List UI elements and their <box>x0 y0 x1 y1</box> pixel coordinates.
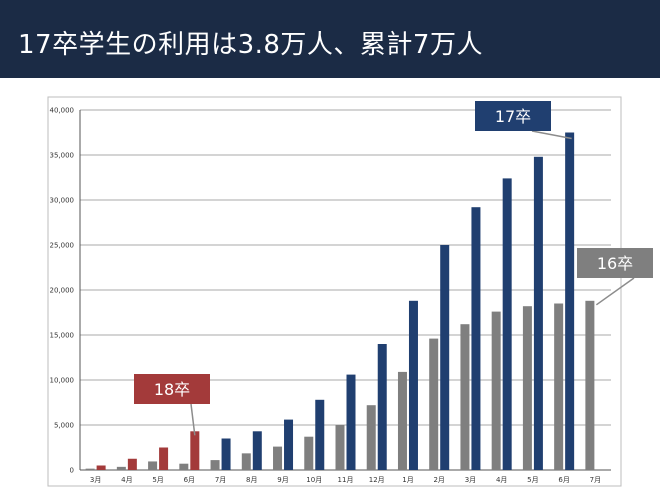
callout-17sotsu-box <box>475 101 551 131</box>
callout-18sotsu-label: 18卒 <box>154 380 190 399</box>
bar-16sotsu <box>304 436 314 470</box>
y-tick-label: 15,000 <box>50 332 75 340</box>
bar-17sotsu <box>315 399 325 470</box>
bar-17sotsu <box>221 438 231 470</box>
bar-18sotsu <box>96 465 106 470</box>
y-tick-label: 25,000 <box>50 242 75 250</box>
callout-16sotsu-label: 16卒 <box>597 254 633 273</box>
bar-18sotsu <box>159 447 169 470</box>
bar-16sotsu <box>397 371 407 470</box>
x-tick-label: 8月 <box>246 476 257 484</box>
x-tick-label: 9月 <box>277 476 288 484</box>
x-tick-label: 7月 <box>215 476 226 484</box>
bar-17sotsu <box>346 374 356 470</box>
bar-16sotsu <box>585 300 595 470</box>
x-tick-label: 4月 <box>496 476 507 484</box>
bar-17sotsu <box>284 419 294 470</box>
bar-16sotsu <box>116 466 126 470</box>
bar-16sotsu <box>366 405 376 470</box>
x-tick-label: 3月 <box>90 476 101 484</box>
x-tick-label: 10月 <box>306 476 322 484</box>
bar-18sotsu <box>190 431 200 470</box>
x-tick-label: 5月 <box>527 476 538 484</box>
x-tick-label: 4月 <box>121 476 132 484</box>
x-tick-label: 6月 <box>558 476 569 484</box>
x-tick-label: 2月 <box>433 476 444 484</box>
bar-16sotsu <box>522 306 532 470</box>
bar-18sotsu <box>127 458 137 470</box>
y-tick-label: 30,000 <box>50 197 75 205</box>
bar-16sotsu <box>179 463 189 470</box>
x-tick-label: 11月 <box>338 476 354 484</box>
y-tick-label: 20,000 <box>50 287 75 295</box>
bar-17sotsu <box>565 132 575 470</box>
bar-16sotsu <box>85 468 95 470</box>
callout-17sotsu-pointer <box>531 130 572 140</box>
bar-16sotsu <box>335 425 345 470</box>
bar-16sotsu <box>460 324 470 470</box>
y-tick-label: 0 <box>70 467 74 475</box>
x-tick-label: 12月 <box>369 476 385 484</box>
callout-16sotsu-box <box>577 248 653 278</box>
x-tick-label: 1月 <box>402 476 413 484</box>
bar-17sotsu <box>408 300 418 470</box>
bar-16sotsu <box>241 453 251 470</box>
y-tick-label: 5,000 <box>54 422 74 430</box>
y-tick-label: 35,000 <box>50 152 75 160</box>
bar-17sotsu <box>533 156 543 471</box>
bar-16sotsu <box>210 460 220 470</box>
y-tick-label: 40,000 <box>50 107 75 115</box>
title-bar: 17卒学生の利用は3.8万人、累計7万人 <box>0 0 660 78</box>
bar-16sotsu <box>554 303 564 470</box>
bar-16sotsu <box>429 338 439 470</box>
bar-17sotsu <box>440 245 450 470</box>
callout-16sotsu-pointer <box>595 277 635 306</box>
x-tick-label: 6月 <box>184 476 195 484</box>
bar-16sotsu <box>148 461 158 470</box>
x-tick-label: 7月 <box>590 476 601 484</box>
bar-17sotsu <box>377 344 387 470</box>
bar-17sotsu <box>252 431 262 470</box>
bar-16sotsu <box>273 446 283 470</box>
x-tick-label: 3月 <box>465 476 476 484</box>
x-tick-label: 5月 <box>152 476 163 484</box>
y-tick-label: 10,000 <box>50 377 75 385</box>
slide-title: 17卒学生の利用は3.8万人、累計7万人 <box>18 30 483 60</box>
bar-17sotsu <box>471 207 481 470</box>
bar-16sotsu <box>491 311 501 470</box>
callout-18sotsu-box <box>134 374 210 404</box>
callout-18sotsu-pointer <box>190 403 196 436</box>
callout-17sotsu-label: 17卒 <box>495 107 531 126</box>
bar-17sotsu <box>502 178 512 470</box>
